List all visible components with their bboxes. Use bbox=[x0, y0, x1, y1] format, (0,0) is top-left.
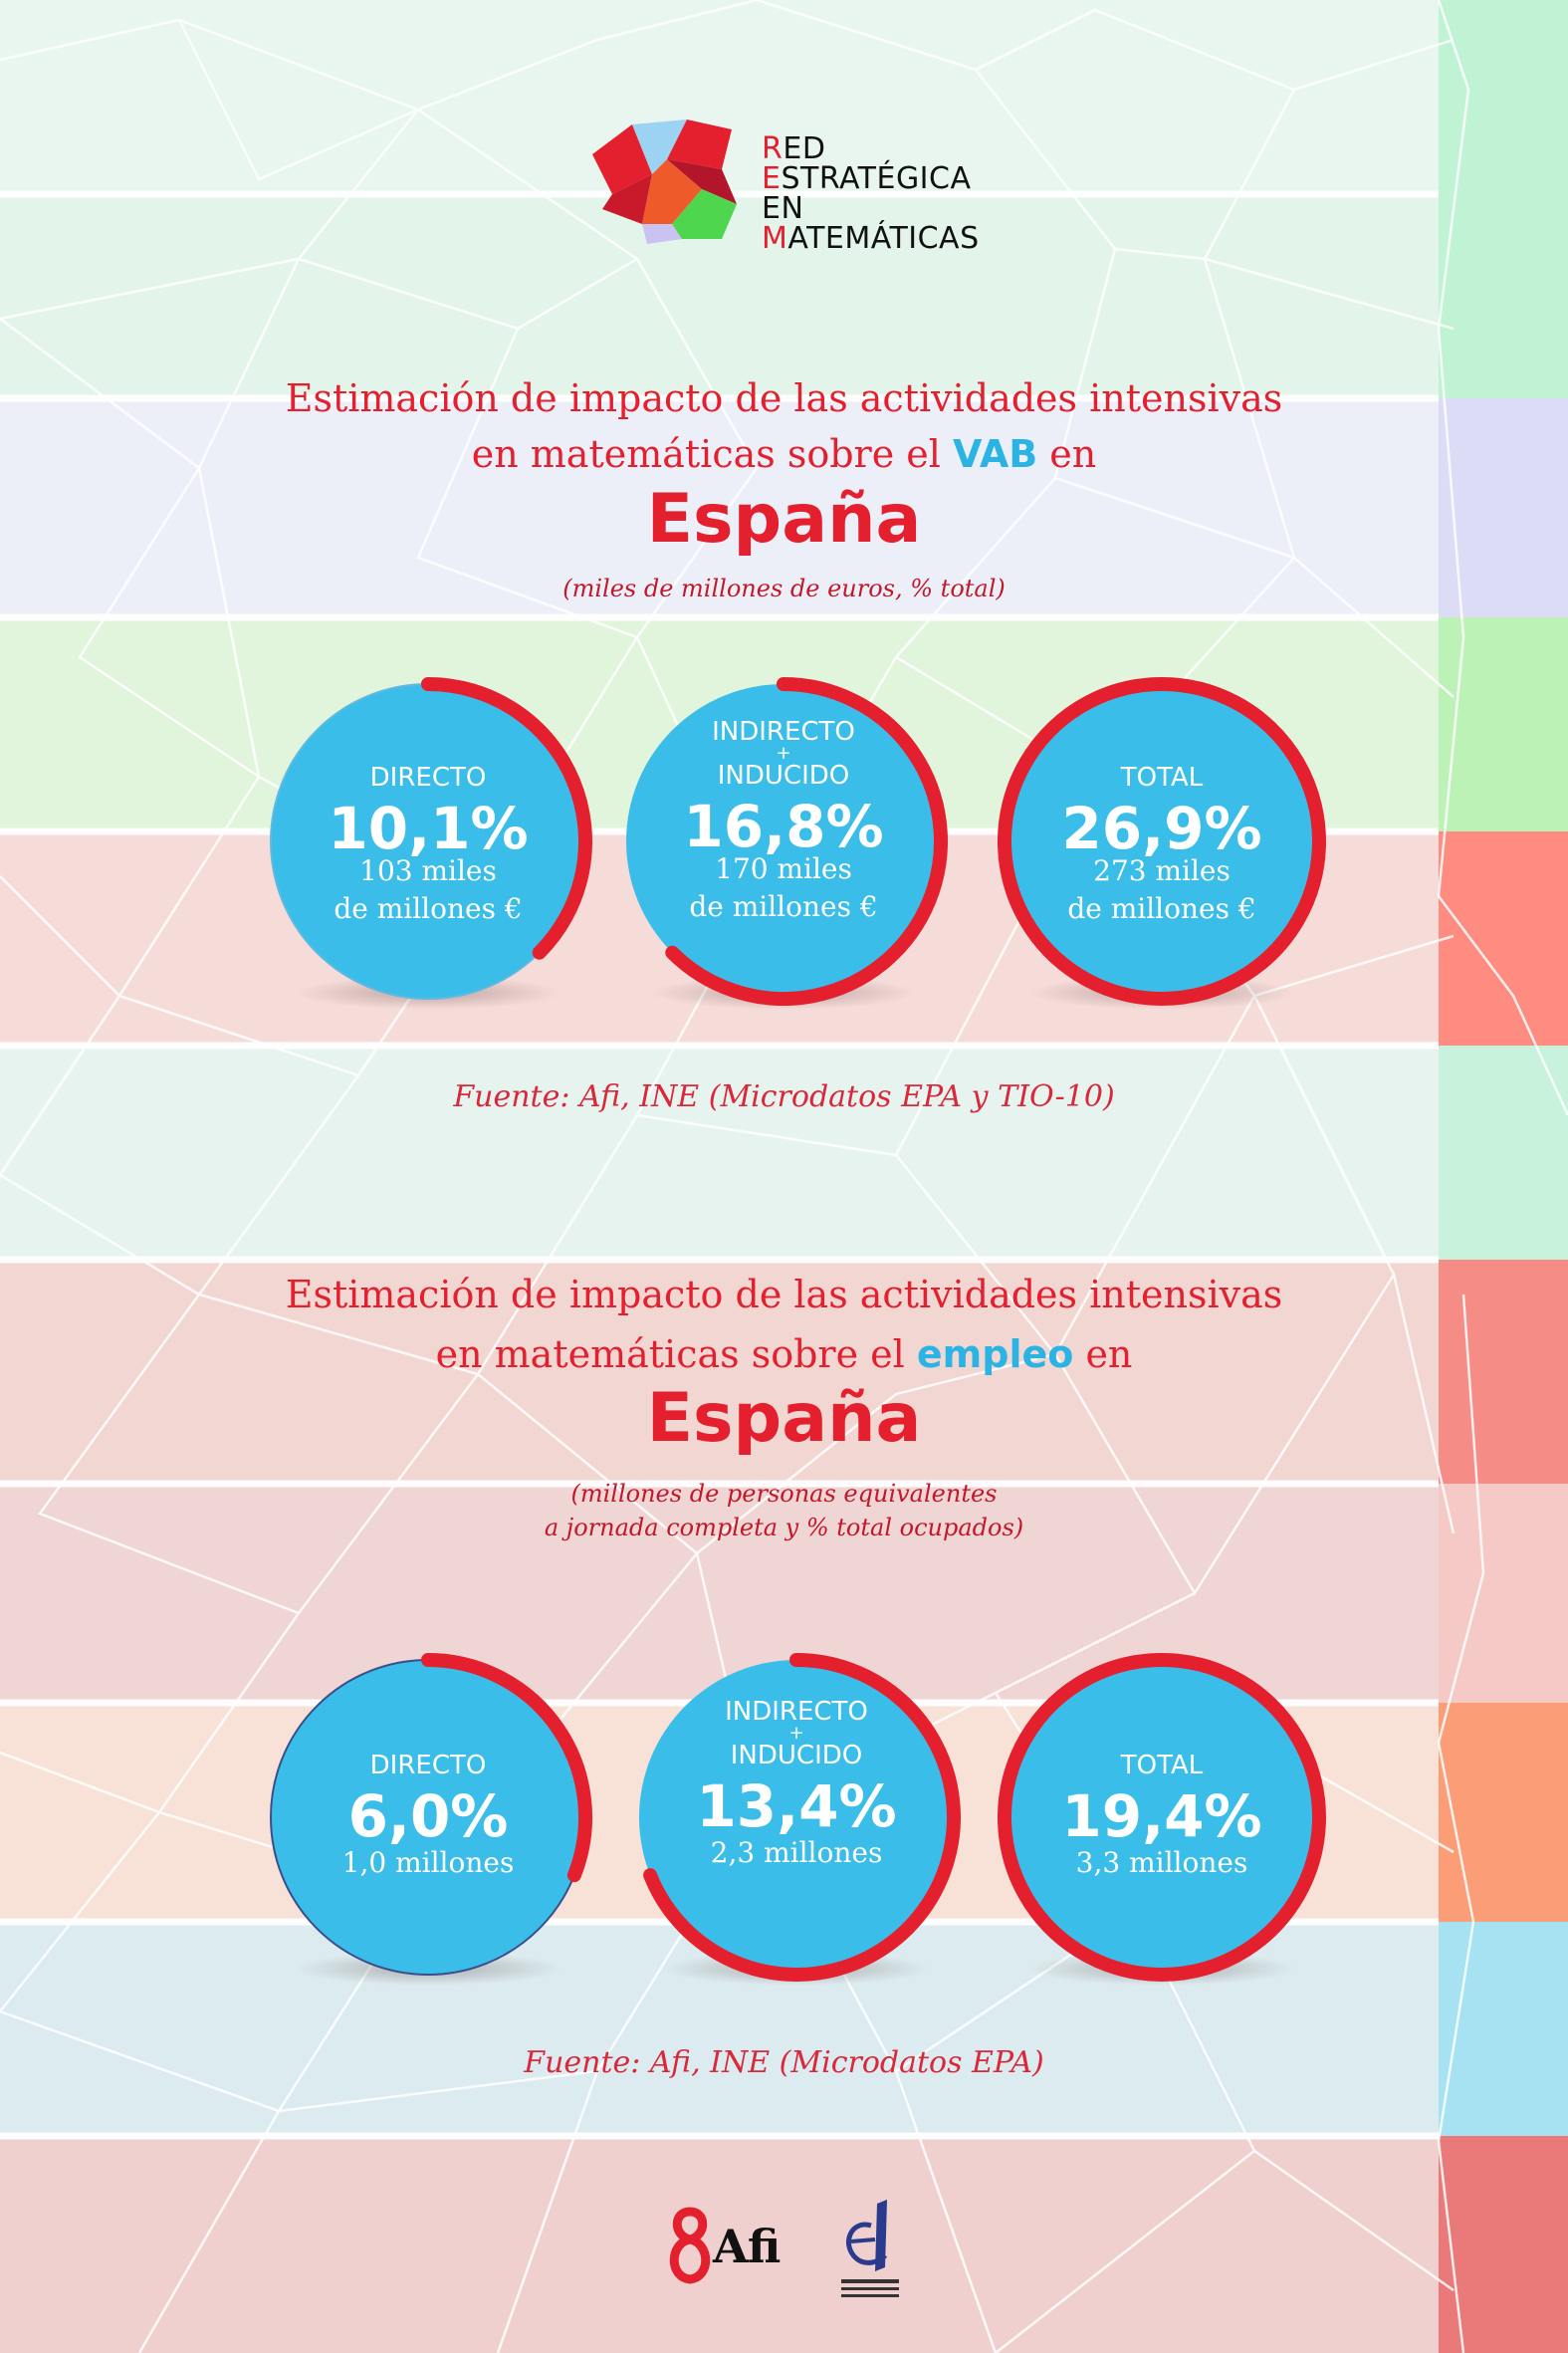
kpi-ring bbox=[998, 1653, 1326, 1982]
kpi-label-2: INDUCIDO bbox=[717, 761, 850, 791]
kpi-detail-2: de millones € bbox=[1067, 892, 1256, 925]
kpi-detail-1: 170 miles bbox=[715, 852, 852, 885]
kpi-empleo-total: TOTAL 19,4% 3,3 millones bbox=[998, 1653, 1326, 1986]
section1-title-line2: en matemáticas sobre el VAB en bbox=[471, 432, 1097, 476]
section2-subtitle-line2: a jornada completa y % total ocupados) bbox=[544, 1514, 1024, 1541]
kpi-percent: 19,4% bbox=[1061, 1782, 1262, 1850]
kpi-percent: 13,4% bbox=[696, 1772, 897, 1840]
aei-logo bbox=[831, 2196, 911, 2305]
kpi-percent: 16,8% bbox=[683, 793, 884, 860]
kpi-label: TOTAL bbox=[1120, 1751, 1204, 1780]
logo-line-1: RED bbox=[762, 131, 826, 166]
kpi-label: INDIRECTO bbox=[712, 717, 855, 747]
kpi-progress-arc bbox=[998, 677, 1326, 1006]
kpi-detail-2: de millones € bbox=[689, 890, 878, 923]
kpi-label: INDIRECTO bbox=[725, 1697, 868, 1727]
kpi-progress-arc bbox=[665, 677, 948, 1006]
kpi-detail-1: 273 miles bbox=[1093, 854, 1231, 887]
kpi-label: TOTAL bbox=[1120, 763, 1204, 793]
section2-source: Fuente: Afi, INE (Microdatos EPA) bbox=[524, 2045, 1044, 2080]
kpi-ring bbox=[626, 677, 948, 1006]
afi-logo: Afi bbox=[665, 2206, 804, 2285]
kpi-label-2: INDUCIDO bbox=[730, 1741, 863, 1770]
kpi-plus: + bbox=[788, 1723, 804, 1744]
aei-mark-icon bbox=[841, 2200, 899, 2297]
logo-line-2: ESTRATÉGICA EN bbox=[762, 161, 972, 226]
kpi-empleo-indirecto: INDIRECTO + INDUCIDO 13,4% 2,3 millones bbox=[632, 1653, 961, 1986]
kpi-vab-directo: DIRECTO 10,1% 103 miles de millones € bbox=[264, 677, 592, 1010]
kpi-detail-2: de millones € bbox=[334, 892, 523, 925]
kpi-label: DIRECTO bbox=[369, 1751, 487, 1780]
kpi-vab-total: TOTAL 26,9% 273 miles de millones € bbox=[998, 677, 1326, 1010]
kpi-empleo-directo: DIRECTO 6,0% 1,0 millones bbox=[264, 1653, 592, 1986]
kpi-detail-1: 1,0 millones bbox=[341, 1846, 515, 1879]
afi-mark-icon bbox=[669, 2207, 711, 2284]
kpi-detail-1: 103 miles bbox=[359, 854, 497, 887]
kpi-detail-1: 2,3 millones bbox=[710, 1836, 883, 1869]
section1-country: España bbox=[646, 480, 922, 559]
section1-highlight: VAB bbox=[953, 432, 1038, 476]
logo-line-3: MATEMÁTICAS bbox=[762, 221, 980, 256]
section2-subtitle-line1: (millones de personas equivalentes bbox=[570, 1480, 998, 1508]
section1-title-line1: Estimación de impacto de las actividades… bbox=[285, 376, 1283, 420]
kpi-ring bbox=[639, 1653, 961, 1982]
kpi-progress-arc bbox=[421, 1653, 592, 1883]
kpi-progress-arc bbox=[643, 1653, 961, 1982]
section1-subtitle: (miles de millones de euros, % total) bbox=[562, 575, 1006, 602]
kpi-progress-arc bbox=[421, 677, 592, 960]
kpi-ring bbox=[998, 677, 1326, 1006]
kpi-ring bbox=[270, 1653, 592, 1976]
logo-wordmark: RED ESTRATÉGICA EN MATEMÁTICAS bbox=[762, 134, 1010, 254]
kpi-percent: 10,1% bbox=[328, 795, 529, 862]
kpi-detail-1: 3,3 millones bbox=[1075, 1846, 1248, 1879]
kpi-label: DIRECTO bbox=[369, 763, 487, 793]
red-estrategica-logo: RED ESTRATÉGICA EN MATEMÁTICAS bbox=[572, 115, 1010, 254]
section2-title-line2: en matemáticas sobre el empleo en bbox=[435, 1332, 1133, 1376]
afi-wordmark: Afi bbox=[713, 2220, 782, 2273]
logo-polyhedron-icon bbox=[592, 119, 737, 244]
kpi-progress-arc bbox=[998, 1653, 1326, 1982]
kpi-ring bbox=[270, 677, 592, 1000]
section1-source: Fuente: Afi, INE (Microdatos EPA y TIO-1… bbox=[453, 1079, 1115, 1114]
kpi-vab-indirecto: INDIRECTO + INDUCIDO 16,8% 170 miles de … bbox=[619, 677, 948, 1010]
kpi-percent: 6,0% bbox=[347, 1782, 509, 1850]
section2-title-line1: Estimación de impacto de las actividades… bbox=[285, 1273, 1283, 1316]
section2-highlight: empleo bbox=[916, 1332, 1074, 1376]
kpi-plus: + bbox=[776, 743, 791, 764]
kpi-percent: 26,9% bbox=[1061, 795, 1262, 862]
section2-country: España bbox=[646, 1379, 922, 1458]
